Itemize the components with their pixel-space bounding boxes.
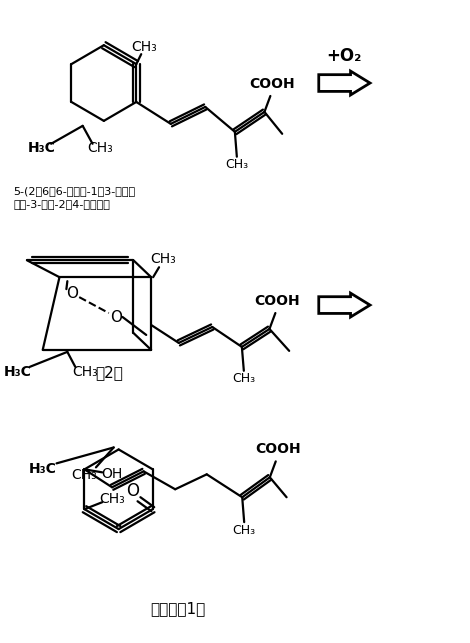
Text: H₃C: H₃C <box>29 462 57 476</box>
Text: COOH: COOH <box>255 442 300 457</box>
Text: CH₃: CH₃ <box>150 252 176 266</box>
Text: CH₃: CH₃ <box>72 365 98 379</box>
Text: CH₃: CH₃ <box>225 158 249 171</box>
Text: 脱落酸［1］: 脱落酸［1］ <box>150 601 205 616</box>
Text: H₃C: H₃C <box>4 365 32 379</box>
Polygon shape <box>319 71 370 95</box>
Text: CH₃: CH₃ <box>131 41 157 54</box>
Text: ［2］: ［2］ <box>95 365 123 380</box>
Text: O: O <box>110 309 122 325</box>
Text: CH₃: CH₃ <box>233 523 256 537</box>
Text: O: O <box>126 482 140 500</box>
Text: COOH: COOH <box>250 77 295 91</box>
Text: +O₂: +O₂ <box>327 47 362 65</box>
Text: CH₃: CH₃ <box>71 468 97 482</box>
Text: CH₃: CH₃ <box>87 141 113 155</box>
Text: 5-(2，6，6-三甲基-1，3-环己二
烯基-3-甲基-2，4-戊二烯酸: 5-(2，6，6-三甲基-1，3-环己二 烯基-3-甲基-2，4-戊二烯酸 <box>13 186 135 209</box>
Text: COOH: COOH <box>255 294 300 308</box>
Text: OH: OH <box>102 467 123 482</box>
Text: CH₃: CH₃ <box>232 372 255 385</box>
Text: O: O <box>66 285 78 301</box>
Polygon shape <box>319 293 370 317</box>
Text: H₃C: H₃C <box>27 141 55 155</box>
Text: CH₃: CH₃ <box>99 493 125 506</box>
